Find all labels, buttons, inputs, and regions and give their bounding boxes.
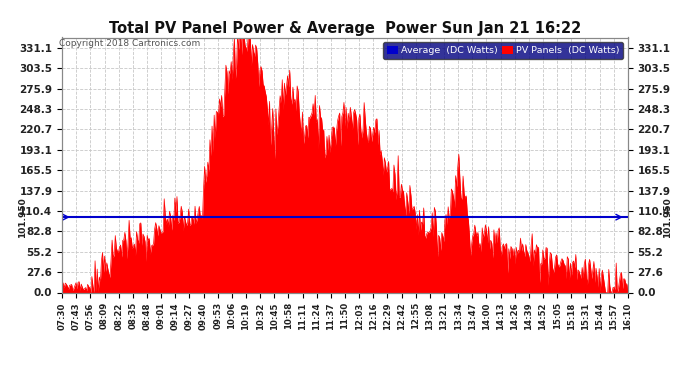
Title: Total PV Panel Power & Average  Power Sun Jan 21 16:22: Total PV Panel Power & Average Power Sun… — [109, 21, 581, 36]
Text: 101.950: 101.950 — [18, 197, 27, 237]
Text: 101.950: 101.950 — [663, 197, 672, 237]
Text: Copyright 2018 Cartronics.com: Copyright 2018 Cartronics.com — [59, 39, 200, 48]
Legend: Average  (DC Watts), PV Panels  (DC Watts): Average (DC Watts), PV Panels (DC Watts) — [383, 42, 623, 59]
